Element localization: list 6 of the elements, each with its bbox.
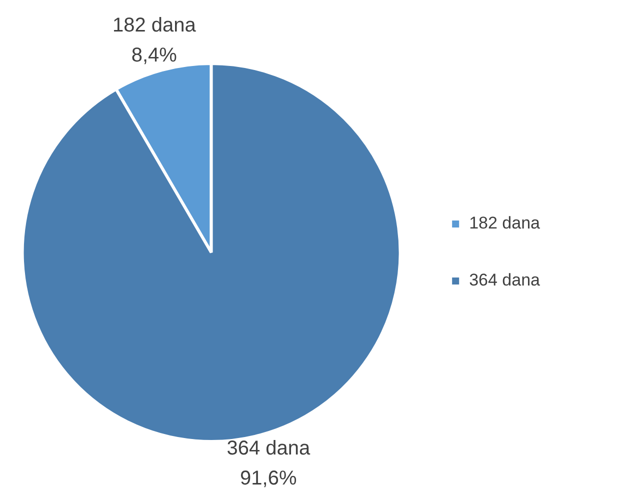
slice-label: 364 dana [226, 437, 312, 460]
data-label: 91,6% [240, 467, 297, 490]
slice-label: 182 dana [112, 14, 197, 37]
legend-label: 182 dana [469, 214, 541, 233]
legend-label: 364 dana [469, 270, 541, 290]
data-label: 8,4% [131, 44, 178, 67]
